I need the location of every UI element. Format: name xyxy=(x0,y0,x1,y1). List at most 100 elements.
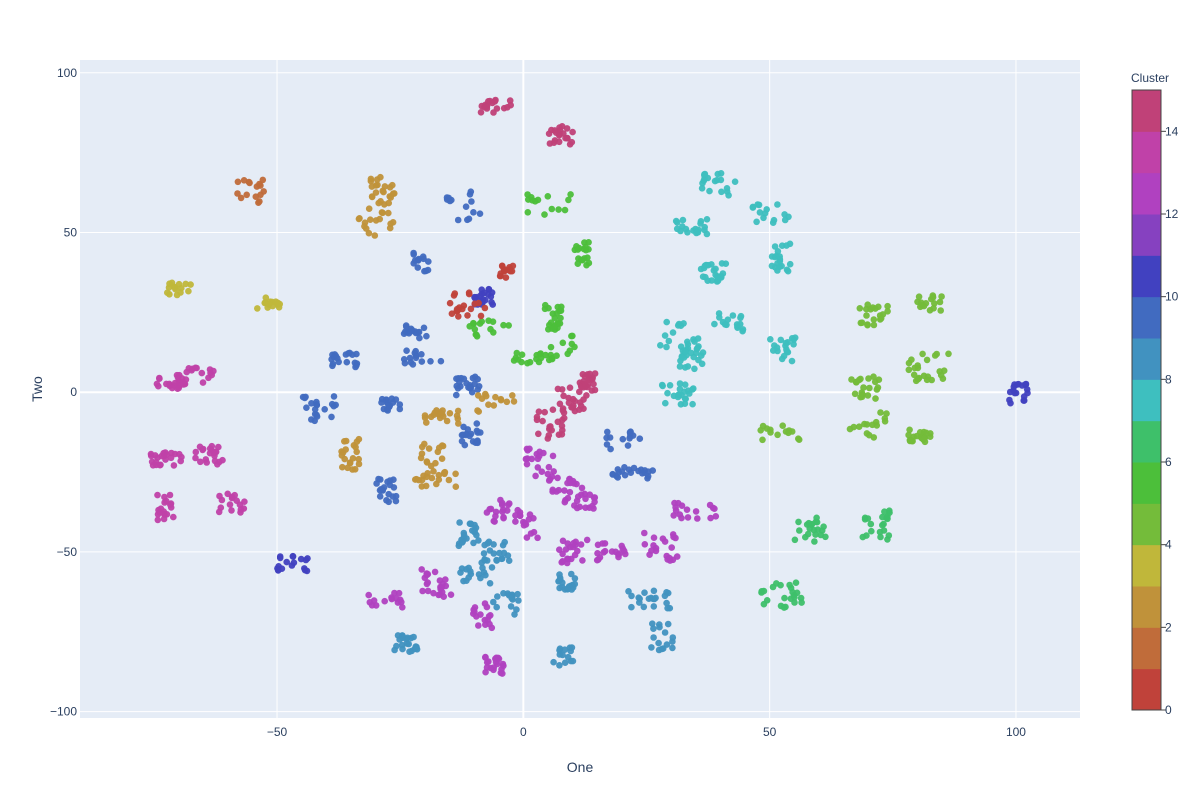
data-point xyxy=(219,456,226,464)
data-point xyxy=(591,494,599,501)
data-point xyxy=(454,407,462,415)
cluster-group xyxy=(711,310,747,335)
data-point xyxy=(335,358,343,366)
y-tick-label: 50 xyxy=(64,225,78,239)
cluster-group xyxy=(545,123,576,148)
data-point xyxy=(564,540,571,547)
data-point xyxy=(477,109,485,116)
cluster-group xyxy=(453,373,483,399)
data-point xyxy=(410,633,417,641)
data-point xyxy=(770,347,777,354)
data-point xyxy=(556,546,563,553)
data-point xyxy=(914,375,922,383)
cluster-group xyxy=(417,440,447,470)
data-point xyxy=(477,611,484,618)
data-point xyxy=(154,516,162,524)
data-point xyxy=(192,454,199,462)
data-point xyxy=(303,404,310,412)
cluster-group xyxy=(470,600,496,632)
data-point xyxy=(157,505,165,512)
data-point xyxy=(265,301,273,308)
data-point xyxy=(471,300,479,308)
data-point xyxy=(639,470,646,477)
data-point xyxy=(783,242,790,249)
data-point xyxy=(381,597,389,605)
data-point xyxy=(453,391,460,399)
data-point xyxy=(693,349,700,357)
data-point xyxy=(180,381,187,388)
data-point xyxy=(851,390,859,398)
data-point xyxy=(237,506,245,513)
data-point xyxy=(561,487,568,494)
data-point xyxy=(542,351,549,359)
data-point xyxy=(782,428,790,435)
data-point xyxy=(453,382,461,390)
cluster-group xyxy=(253,294,284,312)
cluster-group xyxy=(510,349,545,367)
data-point xyxy=(601,547,609,555)
cluster-group xyxy=(164,279,194,299)
data-point xyxy=(482,392,490,400)
data-point xyxy=(682,348,689,356)
data-point xyxy=(886,507,893,514)
data-point xyxy=(786,260,794,268)
cluster-group xyxy=(400,347,445,368)
data-point xyxy=(669,644,676,652)
data-point xyxy=(540,449,547,457)
data-point xyxy=(368,183,376,190)
data-point xyxy=(683,506,691,513)
data-point xyxy=(1006,396,1013,404)
data-point xyxy=(583,261,590,269)
data-point xyxy=(470,209,477,216)
data-point xyxy=(929,294,937,301)
data-point xyxy=(500,513,507,521)
data-point xyxy=(423,571,431,579)
data-point xyxy=(378,395,386,403)
data-point xyxy=(405,640,413,648)
data-point xyxy=(234,178,242,186)
data-point xyxy=(1024,389,1031,397)
data-point xyxy=(464,312,471,319)
cluster-group xyxy=(147,449,185,469)
data-point xyxy=(493,603,501,611)
data-point xyxy=(556,574,564,582)
data-point xyxy=(599,540,606,547)
data-point xyxy=(582,243,589,251)
data-point xyxy=(185,365,193,372)
data-point xyxy=(709,504,717,512)
data-point xyxy=(560,392,567,400)
data-point xyxy=(481,304,489,312)
data-point xyxy=(574,260,582,268)
data-point xyxy=(607,445,614,453)
data-point xyxy=(674,322,682,329)
data-point xyxy=(496,272,504,280)
data-point xyxy=(556,400,564,408)
data-point xyxy=(534,534,541,542)
data-point xyxy=(556,662,563,669)
y-tick-label: −50 xyxy=(57,545,78,559)
data-point xyxy=(492,393,499,401)
cluster-group xyxy=(443,188,484,224)
data-point xyxy=(771,243,779,250)
data-point xyxy=(389,181,396,189)
cluster-group xyxy=(541,301,565,333)
data-point xyxy=(675,391,683,399)
data-point xyxy=(870,373,877,381)
data-point xyxy=(774,267,781,274)
data-point xyxy=(243,191,250,199)
data-point xyxy=(694,515,701,522)
data-point xyxy=(424,587,432,595)
data-point xyxy=(441,468,449,476)
data-point xyxy=(672,507,680,514)
data-point xyxy=(693,229,700,237)
data-point xyxy=(590,380,597,388)
data-point xyxy=(415,476,423,484)
data-point xyxy=(880,520,887,528)
data-point xyxy=(420,324,428,332)
data-point xyxy=(669,634,677,641)
data-point xyxy=(311,406,319,413)
data-point xyxy=(876,528,884,536)
data-point xyxy=(782,339,790,347)
data-point xyxy=(657,342,664,349)
data-point xyxy=(490,598,497,606)
